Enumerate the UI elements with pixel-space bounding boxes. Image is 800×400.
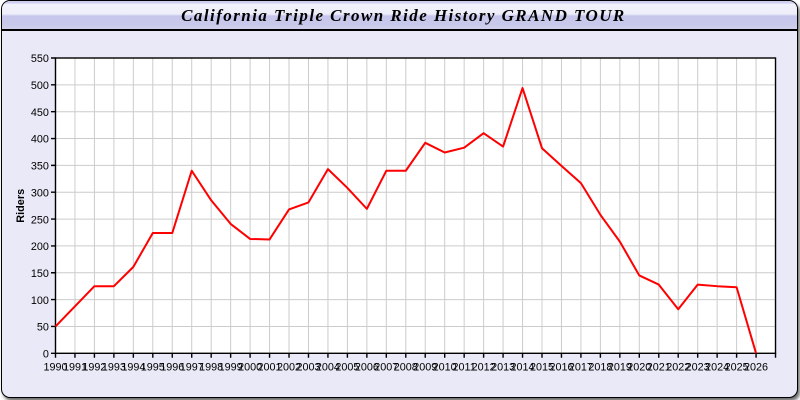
svg-text:1990: 1990 [43, 362, 67, 374]
svg-text:2019: 2019 [608, 362, 632, 374]
svg-text:1995: 1995 [141, 362, 165, 374]
svg-text:1999: 1999 [219, 362, 243, 374]
svg-text:2009: 2009 [413, 362, 437, 374]
svg-text:1993: 1993 [102, 362, 126, 374]
svg-text:1997: 1997 [180, 362, 204, 374]
svg-text:300: 300 [31, 187, 49, 199]
svg-text:2000: 2000 [238, 362, 262, 374]
svg-text:2012: 2012 [472, 362, 496, 374]
svg-text:50: 50 [37, 322, 49, 334]
svg-text:2021: 2021 [647, 362, 671, 374]
svg-text:1992: 1992 [82, 362, 106, 374]
svg-text:400: 400 [31, 134, 49, 146]
svg-text:2007: 2007 [374, 362, 398, 374]
svg-text:2014: 2014 [511, 362, 535, 374]
svg-text:2008: 2008 [394, 362, 418, 374]
svg-text:2022: 2022 [666, 362, 690, 374]
svg-text:1998: 1998 [199, 362, 223, 374]
svg-text:200: 200 [31, 241, 49, 253]
svg-text:1996: 1996 [160, 362, 184, 374]
svg-text:2005: 2005 [335, 362, 359, 374]
svg-text:2025: 2025 [725, 362, 749, 374]
svg-text:0: 0 [43, 349, 49, 361]
svg-text:1991: 1991 [63, 362, 87, 374]
svg-text:100: 100 [31, 295, 49, 307]
svg-text:250: 250 [31, 214, 49, 226]
svg-text:2023: 2023 [686, 362, 710, 374]
svg-text:2018: 2018 [588, 362, 612, 374]
svg-text:2010: 2010 [433, 362, 457, 374]
svg-text:2011: 2011 [453, 362, 476, 374]
svg-text:2013: 2013 [491, 362, 515, 374]
svg-text:2002: 2002 [277, 362, 301, 374]
svg-text:1994: 1994 [121, 362, 145, 374]
svg-text:2016: 2016 [549, 362, 573, 374]
svg-text:450: 450 [31, 107, 49, 119]
svg-text:2006: 2006 [355, 362, 379, 374]
svg-text:2001: 2001 [258, 362, 282, 374]
svg-text:2004: 2004 [316, 362, 340, 374]
svg-text:350: 350 [31, 161, 49, 173]
svg-text:2017: 2017 [569, 362, 593, 374]
svg-text:2024: 2024 [705, 362, 729, 374]
svg-text:2003: 2003 [296, 362, 320, 374]
svg-text:2020: 2020 [627, 362, 651, 374]
svg-text:550: 550 [31, 53, 49, 65]
svg-text:Riders: Riders [15, 189, 27, 223]
svg-text:2026: 2026 [744, 362, 768, 374]
svg-text:150: 150 [31, 268, 49, 280]
svg-text:500: 500 [31, 80, 49, 92]
svg-text:2015: 2015 [530, 362, 554, 374]
